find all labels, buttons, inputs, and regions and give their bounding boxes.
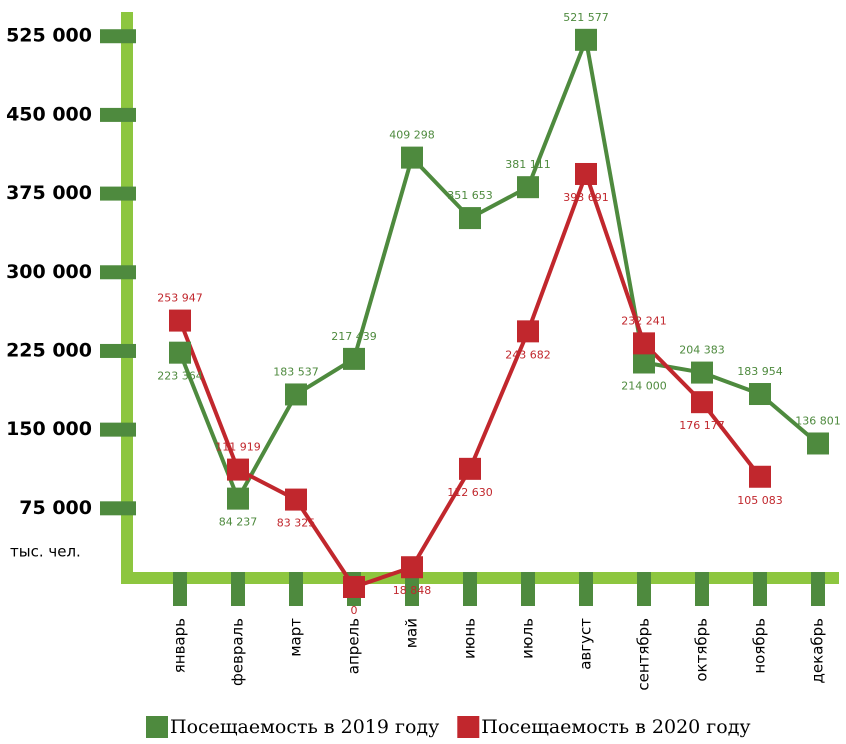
marker	[633, 351, 655, 374]
value-label: 0	[351, 604, 358, 617]
value-label: 223 364	[157, 370, 203, 383]
marker	[691, 361, 713, 384]
x-tick	[231, 572, 245, 606]
marker	[285, 488, 307, 511]
marker	[575, 162, 597, 185]
marker	[285, 383, 307, 406]
y-tick-label: 525 000	[6, 25, 92, 47]
value-label: 136 801	[795, 414, 841, 427]
marker	[169, 309, 191, 332]
x-tick-label: июль	[519, 618, 537, 659]
x-tick	[521, 572, 535, 606]
value-label: 176 177	[679, 419, 725, 432]
value-label: 183 537	[273, 365, 319, 378]
series-line	[178, 168, 762, 590]
y-tick	[100, 422, 136, 437]
y-tick	[100, 265, 136, 280]
x-tick	[811, 572, 825, 606]
x-tick-label: январь	[171, 618, 189, 673]
y-tick-label: 75 000	[19, 497, 92, 519]
x-tick	[173, 572, 187, 606]
legend-swatch	[457, 716, 480, 738]
value-label: 204 383	[679, 344, 725, 357]
marker	[749, 383, 771, 406]
x-tick-label: апрель	[345, 618, 363, 674]
marker	[575, 28, 597, 51]
marker	[807, 432, 829, 455]
x-tick	[753, 572, 767, 606]
value-label: 183 954	[737, 365, 783, 378]
value-label: 214 000	[621, 379, 667, 392]
marker	[343, 347, 365, 370]
marker	[459, 457, 481, 480]
x-tick	[463, 572, 477, 606]
value-label: 105 083	[737, 494, 783, 507]
y-axis	[121, 12, 133, 584]
value-label: 111 919	[215, 441, 261, 454]
x-tick-label: февраль	[229, 618, 247, 686]
value-label: 83 325	[277, 517, 316, 530]
value-label: 112 630	[447, 486, 493, 499]
value-label: 243 682	[505, 348, 551, 361]
x-tick-label: декабрь	[809, 618, 827, 683]
x-tick-label: ноябрь	[751, 618, 769, 674]
y-tick	[100, 107, 136, 122]
y-tick	[100, 343, 136, 358]
x-tick	[695, 572, 709, 606]
marker	[633, 332, 655, 355]
y-tick-label: 225 000	[6, 339, 92, 361]
y-tick	[100, 501, 136, 516]
marker	[227, 458, 249, 481]
value-label: 381 111	[505, 158, 551, 171]
marker	[169, 341, 191, 364]
marker	[691, 391, 713, 414]
x-tick	[579, 572, 593, 606]
x-tick	[637, 572, 651, 606]
x-tick-label: март	[287, 618, 305, 657]
marker	[343, 576, 365, 598]
marker	[517, 176, 539, 199]
value-label: 393 691	[563, 191, 609, 204]
y-tick	[100, 29, 136, 44]
legend-label: Посещаемость в 2020 году	[481, 716, 750, 738]
x-axis	[121, 572, 839, 584]
value-label: 521 577	[563, 11, 609, 24]
y-axis-label: тыс. чел.	[10, 543, 81, 561]
x-tick-label: июнь	[461, 618, 479, 659]
y-tick-label: 300 000	[6, 261, 92, 283]
marker	[517, 320, 539, 343]
y-tick-label: 150 000	[6, 418, 92, 440]
y-tick	[100, 186, 136, 201]
y-tick-label: 450 000	[6, 103, 92, 125]
x-tick	[405, 572, 419, 606]
x-tick-label: август	[577, 618, 595, 670]
value-label: 409 298	[389, 129, 435, 142]
marker	[749, 465, 771, 488]
marker	[401, 146, 423, 169]
value-label: 351 653	[447, 189, 493, 202]
x-tick-label: октябрь	[693, 618, 711, 682]
legend-swatch	[146, 716, 168, 738]
x-tick-label: сентябрь	[635, 618, 653, 691]
x-tick-label: май	[403, 618, 421, 648]
marker	[227, 487, 249, 510]
value-label: 84 237	[219, 516, 258, 529]
value-label: 217 439	[331, 330, 377, 343]
legend-label: Посещаемость в 2019 году	[170, 716, 439, 738]
y-tick-label: 375 000	[6, 182, 92, 204]
value-label: 232 241	[621, 314, 667, 327]
value-label: 18 848	[393, 584, 432, 597]
value-label: 253 947	[157, 292, 203, 305]
marker	[459, 207, 481, 230]
x-tick	[289, 572, 303, 606]
marker	[401, 556, 423, 579]
